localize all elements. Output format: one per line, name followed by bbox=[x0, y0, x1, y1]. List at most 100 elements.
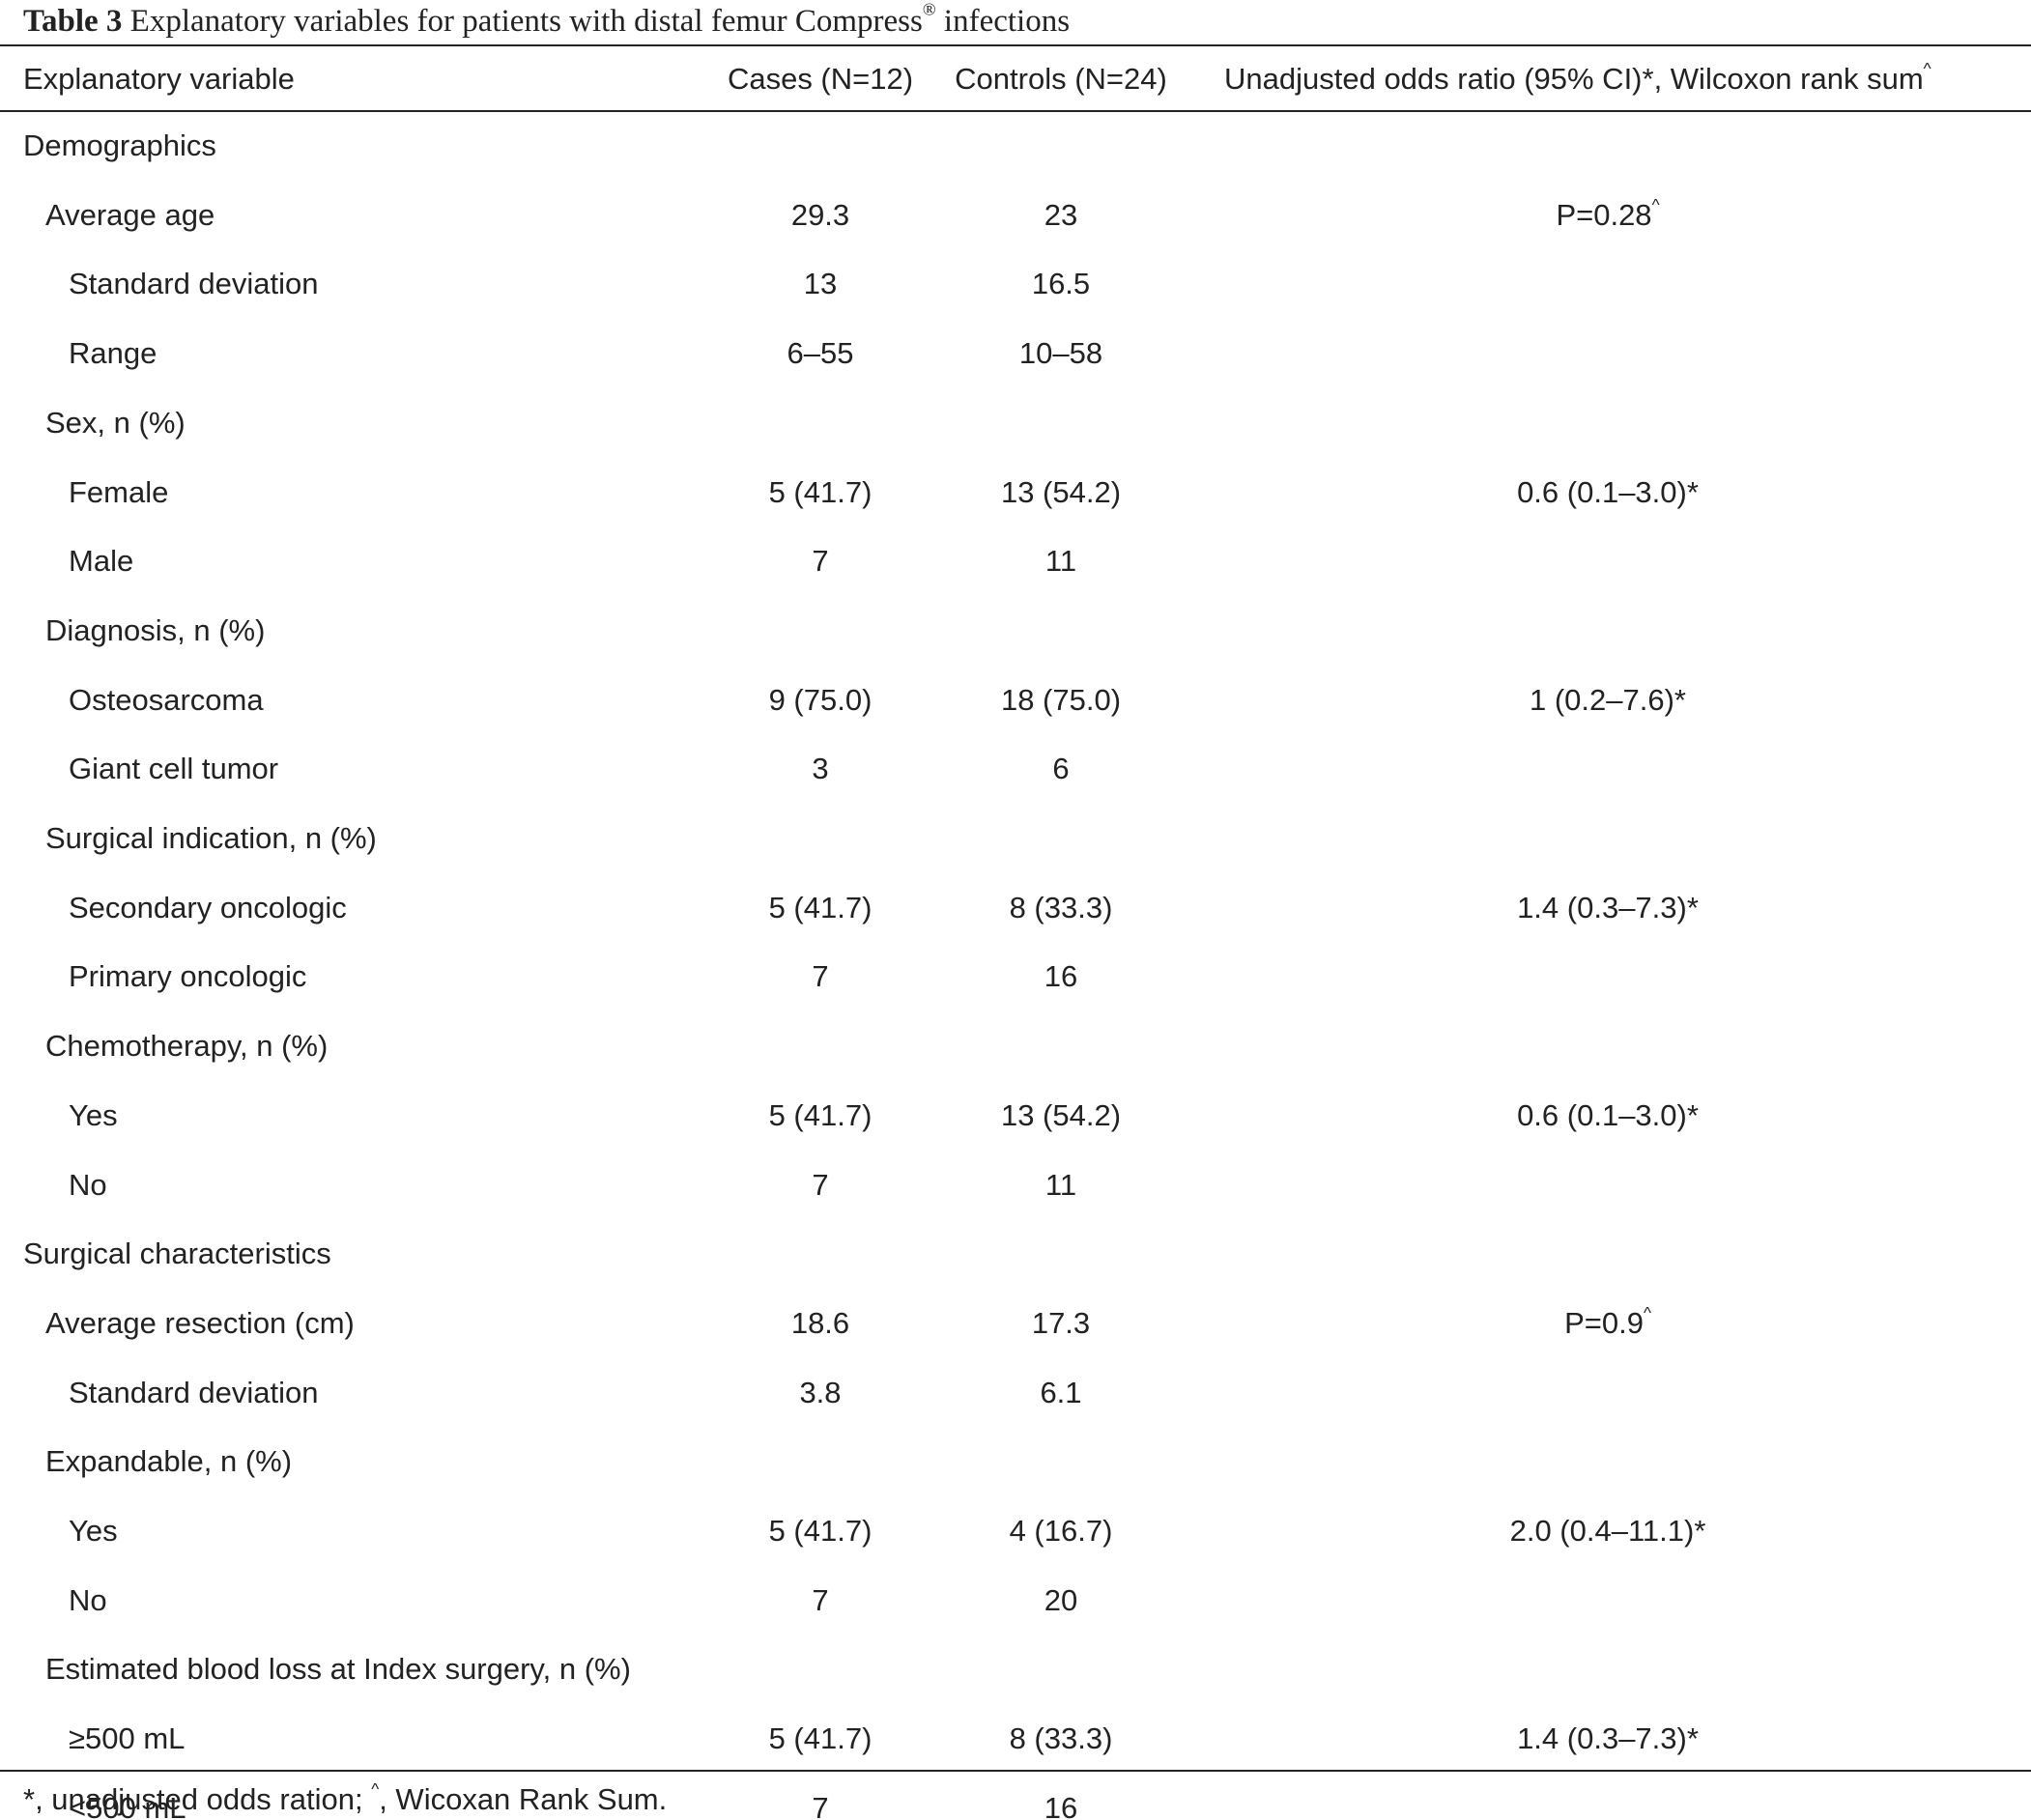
row-label: No bbox=[69, 1582, 107, 1617]
row-label: Osteosarcoma bbox=[69, 682, 264, 717]
controls-text: 16.5 bbox=[1031, 267, 1091, 301]
caption-label: Table 3 bbox=[23, 4, 123, 39]
cases-cell: 5 (41.7) bbox=[769, 893, 872, 923]
statistic-text: P=0.28 bbox=[1556, 197, 1652, 232]
cases-cell: 5 (41.7) bbox=[769, 1723, 872, 1753]
cases-cell: 7 bbox=[812, 1585, 828, 1615]
controls-text: 8 (33.3) bbox=[1009, 890, 1113, 924]
row-label: Primary oncologic bbox=[69, 959, 307, 994]
controls-cell: 11 bbox=[1045, 546, 1076, 576]
cases-cell: 5 (41.7) bbox=[769, 1516, 872, 1546]
row-label: <500 mL bbox=[69, 1790, 186, 1820]
statistic-cell: 1.4 (0.3–7.3)* bbox=[1517, 893, 1699, 923]
controls-cell: 13 (54.2) bbox=[1001, 1100, 1121, 1130]
statistic-text: P=0.9 bbox=[1564, 1305, 1644, 1340]
cases-cell: 18.6 bbox=[791, 1308, 849, 1338]
cases-text: 5 (41.7) bbox=[768, 1514, 872, 1548]
footnote-text: *, unadjusted odds ration; bbox=[23, 1782, 372, 1816]
row-label: Average age bbox=[45, 197, 215, 232]
cases-text: 5 (41.7) bbox=[768, 1721, 872, 1756]
header-cell: Unadjusted odds ratio (95% CI)*, Wilcoxo… bbox=[1224, 61, 1931, 94]
cases-text: 9 (75.0) bbox=[768, 682, 872, 717]
bottom-rule bbox=[0, 1770, 2031, 1772]
caption-mark: ® bbox=[922, 0, 936, 19]
cases-text: 3 bbox=[812, 752, 829, 786]
statistic-cell: 1 (0.2–7.6)* bbox=[1530, 685, 1686, 715]
cases-cell: 3 bbox=[812, 754, 828, 783]
row-label: Giant cell tumor bbox=[69, 752, 279, 786]
statistic-mark: ^ bbox=[1651, 195, 1660, 214]
controls-text: 6.1 bbox=[1040, 1375, 1082, 1409]
controls-text: 4 (16.7) bbox=[1009, 1514, 1113, 1548]
cases-text: 7 bbox=[812, 959, 829, 994]
row-label: Yes bbox=[69, 1514, 118, 1548]
row-label: Expandable, n (%) bbox=[45, 1444, 293, 1479]
row-label: Male bbox=[69, 544, 134, 579]
cases-cell: 3.8 bbox=[799, 1378, 841, 1408]
cases-cell: 7 bbox=[812, 961, 828, 991]
cases-text: 7 bbox=[812, 1582, 829, 1617]
cases-text: 13 bbox=[803, 267, 838, 301]
controls-text: 13 (54.2) bbox=[1000, 1097, 1122, 1132]
controls-text: 16 bbox=[1044, 959, 1078, 994]
cases-cell: 29.3 bbox=[791, 200, 849, 230]
statistic-text: 1.4 (0.3–7.3)* bbox=[1517, 890, 1699, 924]
row-label: Average resection (cm) bbox=[45, 1305, 355, 1340]
controls-cell: 16 bbox=[1044, 1793, 1077, 1820]
controls-text: 23 bbox=[1044, 197, 1078, 232]
controls-cell: 4 (16.7) bbox=[1010, 1516, 1113, 1546]
controls-text: 6 bbox=[1052, 752, 1070, 786]
row-label: ≥500 mL bbox=[69, 1721, 186, 1756]
cases-cell: 7 bbox=[812, 1170, 828, 1200]
top-rule bbox=[0, 44, 2031, 46]
statistic-text: 1.4 (0.3–7.3)* bbox=[1517, 1721, 1699, 1756]
cases-text: 7 bbox=[812, 1790, 829, 1820]
cases-cell: 5 (41.7) bbox=[769, 1100, 872, 1130]
row-label: Demographics bbox=[23, 128, 216, 162]
cases-cell: 13 bbox=[804, 269, 837, 299]
row-label: Surgical characteristics bbox=[23, 1237, 331, 1271]
controls-text: 17.3 bbox=[1031, 1305, 1091, 1340]
statistic-text: 0.6 (0.1–3.0)* bbox=[1517, 1097, 1699, 1132]
statistic-cell: 2.0 (0.4–11.1)* bbox=[1510, 1516, 1706, 1546]
cases-cell: 9 (75.0) bbox=[769, 685, 872, 715]
cases-text: 5 (41.7) bbox=[768, 890, 872, 924]
footnote-mark: ^ bbox=[371, 1779, 380, 1799]
header-rule bbox=[0, 110, 2031, 112]
statistic-cell: 0.6 (0.1–3.0)* bbox=[1517, 1100, 1699, 1130]
cases-text: 18.6 bbox=[790, 1305, 850, 1340]
cases-text: 5 (41.7) bbox=[768, 474, 872, 509]
controls-cell: 16 bbox=[1044, 961, 1077, 991]
cases-text: 7 bbox=[812, 544, 829, 579]
table-caption: Table 3 Explanatory variables for patien… bbox=[23, 1, 1071, 40]
controls-cell: 23 bbox=[1044, 200, 1077, 230]
header-text: Cases (N=12) bbox=[727, 62, 914, 96]
row-label: Secondary oncologic bbox=[69, 890, 347, 924]
row-label: Standard deviation bbox=[69, 267, 319, 301]
statistic-cell: P=0.9^ bbox=[1564, 1305, 1651, 1340]
controls-text: 16 bbox=[1044, 1790, 1078, 1820]
statistic-text: 2.0 (0.4–11.1)* bbox=[1509, 1514, 1706, 1548]
row-label: Estimated blood loss at Index surgery, n… bbox=[45, 1652, 631, 1687]
header-text: Explanatory variable bbox=[23, 62, 295, 96]
header-mark: ^ bbox=[1923, 59, 1931, 78]
cases-text: 6–55 bbox=[787, 336, 854, 371]
controls-text: 13 (54.2) bbox=[1000, 474, 1122, 509]
cases-text: 5 (41.7) bbox=[768, 1097, 872, 1132]
controls-cell: 17.3 bbox=[1032, 1308, 1090, 1338]
footnote: *, unadjusted odds ration; ^, Wicoxan Ra… bbox=[23, 1781, 668, 1816]
header-text: Controls (N=24) bbox=[955, 62, 1167, 96]
row-label: Sex, n (%) bbox=[45, 405, 186, 440]
row-label: Female bbox=[69, 474, 169, 509]
statistic-cell: 0.6 (0.1–3.0)* bbox=[1517, 477, 1699, 507]
statistic-mark: ^ bbox=[1643, 1303, 1651, 1322]
controls-cell: 10–58 bbox=[1019, 338, 1102, 368]
caption-text-after: infections bbox=[943, 4, 1071, 39]
cases-text: 3.8 bbox=[799, 1375, 842, 1409]
cases-cell: 7 bbox=[812, 1793, 828, 1820]
footnote-text-after: , Wicoxan Rank Sum. bbox=[379, 1782, 668, 1816]
controls-cell: 16.5 bbox=[1032, 269, 1090, 299]
controls-text: 18 (75.0) bbox=[1000, 682, 1122, 717]
controls-cell: 13 (54.2) bbox=[1001, 477, 1121, 507]
